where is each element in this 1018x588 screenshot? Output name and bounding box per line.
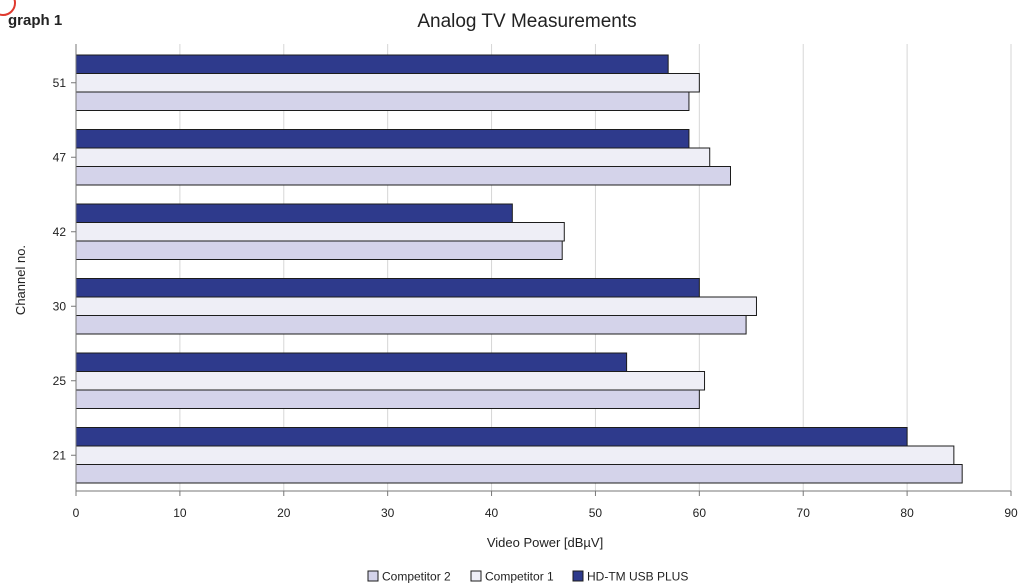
y-axis-title: Channel no.	[13, 245, 28, 315]
bar-hd-tm-usb-plus-ch21	[75, 427, 908, 447]
bar-competitor-2-ch47	[75, 166, 731, 186]
bar-competitor-1-ch42	[75, 222, 565, 242]
y-tick-label: 25	[53, 374, 67, 388]
bar-competitor-1-ch21	[75, 445, 955, 465]
bars	[75, 54, 963, 484]
x-tick-label: 40	[485, 506, 499, 520]
x-tick-label: 10	[173, 506, 187, 520]
x-tick-label: 80	[900, 506, 914, 520]
bar-competitor-2-ch25	[75, 389, 700, 409]
axes: 0 10 20 30 40 50 60 70 80 90 51 47 42 30 25 21	[53, 44, 1018, 520]
x-axis-title: Video Power [dBµV]	[487, 535, 603, 550]
bar-hd-tm-usb-plus-ch51	[75, 54, 669, 74]
bar-competitor-2-ch21	[75, 464, 963, 484]
legend-swatch	[470, 570, 482, 582]
bar-hd-tm-usb-plus-ch42	[75, 203, 513, 223]
graph-label: graph 1	[8, 12, 63, 29]
x-tick-label: 90	[1004, 506, 1018, 520]
legend-label: HD-TM USB PLUS	[587, 570, 688, 584]
bar-competitor-1-ch47	[75, 147, 711, 167]
bar-competitor-1-ch30	[75, 296, 757, 316]
chart-title: Analog TV Measurements	[417, 11, 636, 32]
corner-mark	[0, 0, 16, 16]
y-tick-label: 47	[53, 150, 67, 164]
y-tick-label: 42	[53, 225, 67, 239]
x-tick-label: 20	[277, 506, 291, 520]
legend-swatch	[367, 570, 379, 582]
bar-competitor-2-ch42	[75, 240, 563, 260]
legend: Competitor 2 Competitor 1 HD-TM USB PLUS	[367, 570, 688, 584]
bar-competitor-2-ch30	[75, 315, 747, 335]
y-tick-label: 51	[53, 76, 67, 90]
grid-lines	[179, 44, 1012, 491]
y-tick-label: 21	[53, 448, 67, 462]
x-tick-label: 60	[693, 506, 707, 520]
x-tick-label: 70	[797, 506, 811, 520]
x-tick-label: 0	[73, 506, 80, 520]
bar-competitor-1-ch51	[75, 73, 700, 93]
x-tick-label: 30	[381, 506, 395, 520]
legend-swatch	[572, 570, 584, 582]
y-tick-label: 30	[53, 299, 67, 313]
legend-label: Competitor 2	[382, 570, 451, 584]
bar-competitor-2-ch51	[75, 91, 690, 111]
bar-competitor-1-ch25	[75, 371, 706, 391]
legend-label: Competitor 1	[485, 570, 554, 584]
bar-hd-tm-usb-plus-ch25	[75, 352, 628, 372]
bar-hd-tm-usb-plus-ch30	[75, 278, 700, 298]
bar-hd-tm-usb-plus-ch47	[75, 129, 690, 149]
x-tick-label: 50	[589, 506, 603, 520]
